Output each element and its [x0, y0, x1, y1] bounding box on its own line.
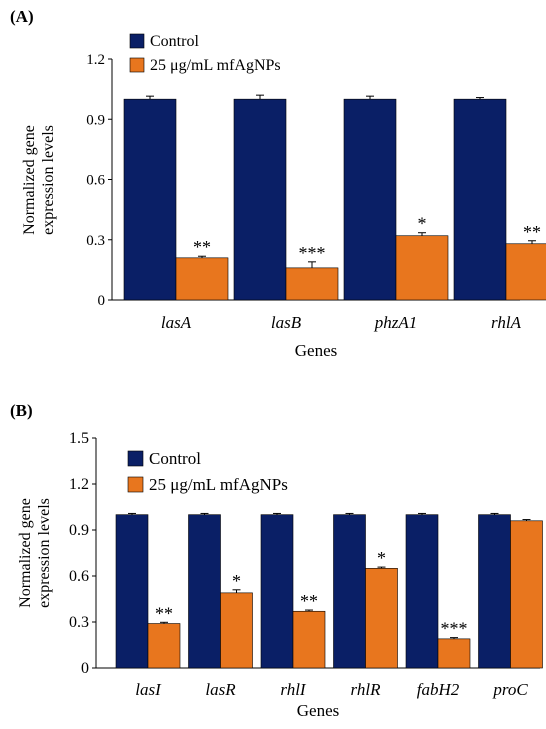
panel-b-chart: (B) Normalized gene expression levels 0 0.3 0…	[10, 401, 543, 720]
control-bar	[260, 514, 294, 669]
significance-label: ***	[299, 243, 326, 263]
significance-label: **	[300, 591, 318, 611]
x-tick-label: lasR	[205, 680, 236, 699]
y-axis-title-line: Normalized gene	[17, 498, 34, 608]
x-tick-label: rhlR	[351, 680, 382, 699]
y-tick-label: 0.9	[69, 522, 89, 539]
control-bar	[115, 514, 149, 669]
legend-label: 25 μg/mL mfAgNPs	[150, 57, 281, 74]
legend-label: Control	[149, 449, 201, 468]
control-bar	[478, 514, 511, 669]
significance-label: **	[155, 603, 173, 623]
significance-label: *	[418, 214, 427, 234]
treated-bar	[437, 638, 471, 669]
treated-bar	[395, 235, 449, 301]
x-tick-label: rhlA	[491, 313, 522, 332]
control-bar	[343, 98, 397, 301]
treated-bar	[220, 592, 253, 669]
y-tick-label: 1.2	[69, 476, 89, 493]
x-axis-title: Genes	[295, 341, 337, 360]
panel-label: (A)	[10, 7, 34, 26]
treated-bar	[285, 267, 339, 301]
x-tick-label: lasA	[161, 313, 192, 332]
y-tick-label: 1.2	[86, 52, 105, 68]
treated-bar	[292, 610, 326, 669]
x-tick-label: fabH2	[417, 680, 460, 699]
significance-label: *	[377, 548, 386, 568]
control-bar	[233, 98, 287, 301]
treated-bar	[510, 520, 543, 669]
significance-label: *	[232, 571, 241, 591]
significance-label: **	[193, 237, 211, 257]
control-bar	[333, 514, 366, 669]
treated-bar	[147, 623, 181, 669]
y-tick-label: 0.3	[69, 614, 89, 631]
y-tick-label: 1.5	[69, 430, 89, 447]
x-tick-label: phzA1	[374, 313, 418, 332]
panel-label: (B)	[10, 401, 33, 420]
treated-bar	[505, 243, 546, 301]
y-axis-title-line: expression levels	[40, 125, 57, 235]
y-tick-label: 0	[81, 660, 89, 677]
y-axis-title-line: expression levels	[36, 498, 53, 608]
treated-bar	[175, 257, 229, 301]
legend-label: Control	[150, 33, 199, 50]
x-axis-title: Genes	[297, 701, 339, 720]
control-bar	[123, 98, 177, 301]
control-bar	[453, 98, 507, 301]
y-tick-label: 0.3	[86, 233, 105, 249]
y-tick-label: 0	[98, 293, 106, 309]
x-tick-label: lasI	[135, 680, 162, 699]
legend-swatch	[129, 33, 145, 49]
control-bar	[405, 514, 439, 669]
control-bar	[188, 514, 221, 669]
x-tick-label: rhlI	[280, 680, 307, 699]
legend-swatch	[129, 57, 145, 73]
legend-label: 25 μg/mL mfAgNPs	[149, 475, 288, 494]
legend-swatch	[127, 476, 144, 493]
significance-label: **	[523, 222, 541, 242]
y-axis-title-line: Normalized gene	[21, 125, 38, 235]
y-tick-label: 0.6	[69, 568, 89, 585]
legend-swatch	[127, 450, 144, 467]
panel-a-chart: (A) Normalized gene expression levels 0 0.3 0…	[10, 7, 546, 360]
x-tick-label: proC	[492, 680, 528, 699]
y-tick-label: 0.6	[86, 173, 105, 189]
significance-label: ***	[441, 619, 468, 639]
y-axis-title: Normalized gene expression levels	[17, 498, 53, 608]
y-tick-label: 0.9	[86, 112, 105, 128]
legend: Control 25 μg/mL mfAgNPs	[127, 449, 288, 494]
treated-bar	[365, 568, 398, 669]
x-tick-label: lasB	[271, 313, 302, 332]
y-axis-title: Normalized gene expression levels	[21, 125, 57, 235]
legend: Control 25 μg/mL mfAgNPs	[129, 33, 281, 74]
